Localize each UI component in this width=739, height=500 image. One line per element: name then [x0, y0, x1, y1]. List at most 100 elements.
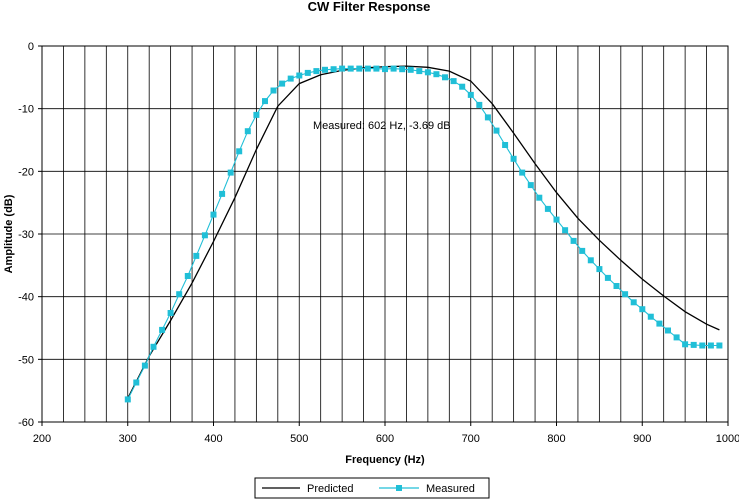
data-point-measured — [673, 334, 680, 341]
data-point-measured — [236, 148, 243, 155]
data-point-measured — [407, 66, 414, 73]
data-point-measured — [244, 128, 251, 135]
data-point-measured — [159, 326, 166, 333]
y-tick-label: -40 — [18, 292, 34, 304]
data-point-measured — [527, 182, 534, 189]
x-axis-label: Frequency (Hz) — [345, 454, 425, 466]
data-point-measured — [167, 310, 174, 316]
x-tick-label: 300 — [119, 433, 137, 445]
data-point-measured — [270, 87, 277, 94]
series-line-measured — [127, 68, 720, 400]
legend-box — [254, 477, 490, 499]
legend-measured-label: Measured — [426, 483, 475, 495]
data-point-measured — [330, 66, 337, 73]
data-point-measured — [467, 91, 474, 98]
data-point-measured — [287, 75, 294, 82]
data-point-measured — [476, 101, 483, 108]
data-point-measured — [279, 80, 286, 87]
data-point-measured — [262, 98, 268, 105]
data-point-measured — [639, 306, 646, 313]
data-point-measured — [647, 313, 654, 320]
data-point-measured — [596, 266, 603, 273]
data-point-measured — [570, 237, 577, 244]
data-point-measured — [442, 74, 448, 81]
data-point-measured — [502, 142, 509, 148]
data-point-measured — [347, 65, 354, 72]
data-point-measured — [339, 65, 346, 72]
data-point-measured — [699, 342, 706, 349]
y-axis-ticks: 0 -10 -20 -30 -40 -50 -60 — [18, 41, 42, 429]
x-tick-label: 600 — [376, 433, 394, 445]
data-point-measured — [716, 342, 723, 349]
data-point-measured — [150, 343, 157, 350]
data-point-measured — [227, 169, 234, 176]
data-point-measured — [510, 155, 517, 162]
data-point-measured — [707, 342, 714, 349]
grid-lines — [42, 46, 728, 422]
data-point-measured — [373, 65, 380, 72]
y-axis-label: Amplitude (dB) — [3, 194, 15, 273]
data-point-measured — [613, 283, 620, 289]
x-tick-label: 1000 — [716, 433, 739, 445]
data-point-measured — [536, 194, 543, 201]
legend-measured-marker — [396, 485, 402, 491]
data-point-measured — [193, 252, 200, 259]
data-point-measured — [416, 68, 423, 75]
data-point-measured — [364, 65, 371, 72]
y-tick-label: -30 — [18, 229, 34, 241]
x-tick-label: 900 — [633, 433, 651, 445]
data-point-measured — [553, 216, 560, 223]
y-tick-label: 0 — [28, 41, 34, 53]
x-axis-ticks: 200 300 400 500 600 700 800 900 1000 — [33, 422, 739, 445]
data-point-measured — [296, 72, 303, 79]
x-tick-label: 200 — [33, 433, 51, 445]
data-point-measured — [630, 299, 637, 306]
x-tick-label: 500 — [290, 433, 308, 445]
chart-title: CW Filter Response — [308, 0, 431, 14]
x-tick-label: 400 — [204, 433, 222, 445]
data-point-measured — [356, 65, 363, 72]
data-point-measured — [253, 111, 260, 118]
data-point-measured — [433, 71, 440, 78]
y-tick-label: -20 — [18, 166, 34, 178]
data-point-measured — [579, 247, 586, 254]
data-point-measured — [313, 68, 320, 75]
data-point-measured — [390, 65, 397, 72]
data-point-measured — [682, 341, 689, 348]
data-point-measured — [450, 78, 457, 85]
data-point-measured — [562, 227, 569, 234]
x-tick-label: 800 — [547, 433, 565, 445]
data-point-measured — [201, 232, 208, 239]
y-tick-label: -10 — [18, 104, 34, 116]
legend: Predicted Measured — [254, 477, 490, 499]
data-point-measured — [544, 205, 551, 212]
data-point-measured — [665, 327, 671, 334]
data-point-measured — [604, 274, 611, 281]
y-tick-label: -60 — [18, 417, 34, 429]
data-point-measured — [219, 190, 226, 197]
data-point-measured — [690, 341, 697, 348]
data-point-measured — [459, 83, 466, 90]
series-layer — [124, 65, 723, 403]
data-point-measured — [304, 69, 311, 76]
data-point-measured — [493, 127, 500, 134]
data-point-measured — [382, 66, 388, 73]
data-point-measured — [184, 273, 191, 279]
data-point-measured — [133, 379, 140, 386]
data-point-measured — [141, 362, 148, 369]
data-point-measured — [124, 396, 131, 403]
chart-annotation: Measured: 602 Hz, -3.69 dB — [313, 120, 451, 132]
data-point-measured — [210, 211, 217, 218]
data-point-measured — [622, 291, 629, 298]
data-point-measured — [399, 66, 406, 73]
data-point-measured — [176, 291, 183, 298]
data-point-measured — [656, 320, 663, 327]
data-point-measured — [484, 114, 491, 121]
data-point-measured — [322, 66, 328, 73]
legend-predicted-label: Predicted — [307, 483, 353, 495]
x-tick-label: 700 — [462, 433, 480, 445]
data-point-measured — [424, 69, 431, 76]
series-line-predicted — [127, 65, 720, 399]
data-point-measured — [587, 257, 594, 264]
